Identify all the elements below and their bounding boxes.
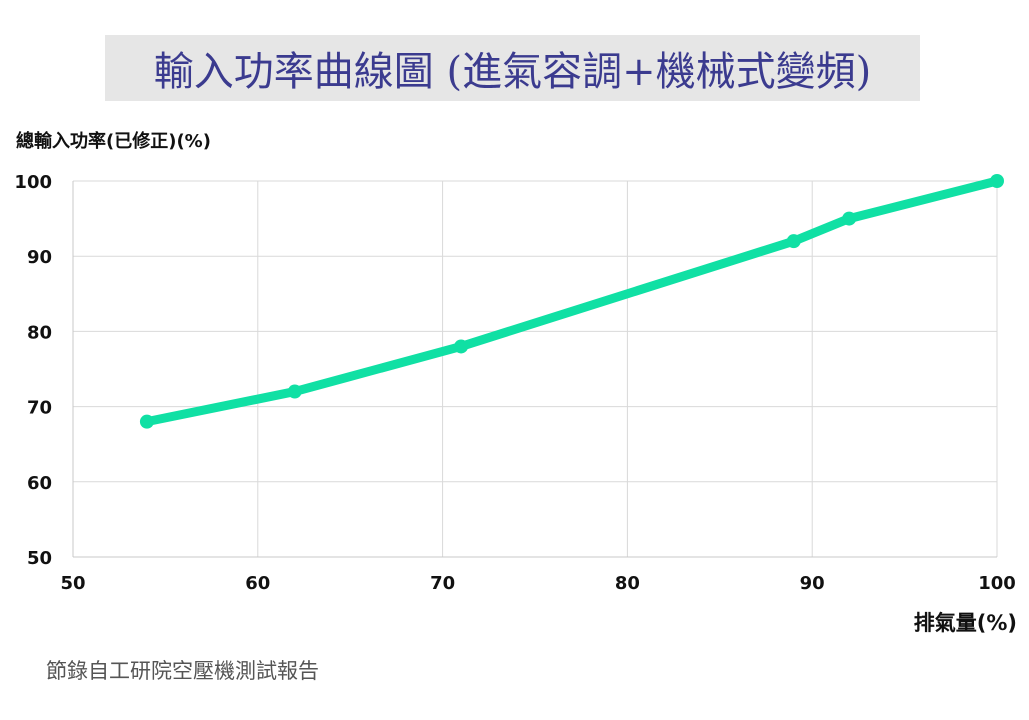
x-tick-label-70: 70 bbox=[430, 573, 455, 594]
x-tick-label-60: 60 bbox=[245, 573, 270, 594]
x-tick-labels: 50 60 70 80 90 100 bbox=[60, 573, 1015, 594]
y-tick-label-80: 80 bbox=[27, 322, 52, 343]
x-tick-label-100: 100 bbox=[978, 573, 1016, 594]
x-axis-label: 排氣量(%) bbox=[913, 611, 1017, 635]
y-tick-label-90: 90 bbox=[27, 247, 52, 268]
x-tick-label-80: 80 bbox=[615, 573, 640, 594]
y-tick-label-100: 100 bbox=[14, 172, 52, 193]
y-tick-labels: 50 60 70 80 90 100 bbox=[14, 172, 52, 569]
grid-lines bbox=[72, 180, 998, 558]
x-tick-label-50: 50 bbox=[60, 573, 85, 594]
source-footnote: 節錄自工研院空壓機測試報告 bbox=[46, 659, 319, 683]
series-line-0 bbox=[142, 176, 1002, 427]
y-tick-label-50: 50 bbox=[27, 548, 52, 569]
y-axis-label: 總輸入功率(已修正)(%) bbox=[16, 131, 211, 152]
data-point-1 bbox=[287, 384, 302, 399]
data-point-2 bbox=[454, 339, 469, 354]
y-tick-label-70: 70 bbox=[27, 398, 52, 419]
data-point-5 bbox=[990, 174, 1004, 188]
chart-title: 輸入功率曲線圖 (進氣容調+機械式變頻) bbox=[153, 49, 872, 95]
y-tick-label-60: 60 bbox=[27, 473, 52, 494]
chart-title-box: 輸入功率曲線圖 (進氣容調+機械式變頻) bbox=[105, 35, 920, 101]
data-point-4 bbox=[842, 211, 857, 226]
axes bbox=[72, 181, 997, 558]
data-point-0 bbox=[139, 414, 154, 429]
x-tick-label-90: 90 bbox=[800, 573, 825, 594]
data-point-3 bbox=[786, 234, 801, 249]
series-group bbox=[139, 174, 1004, 429]
